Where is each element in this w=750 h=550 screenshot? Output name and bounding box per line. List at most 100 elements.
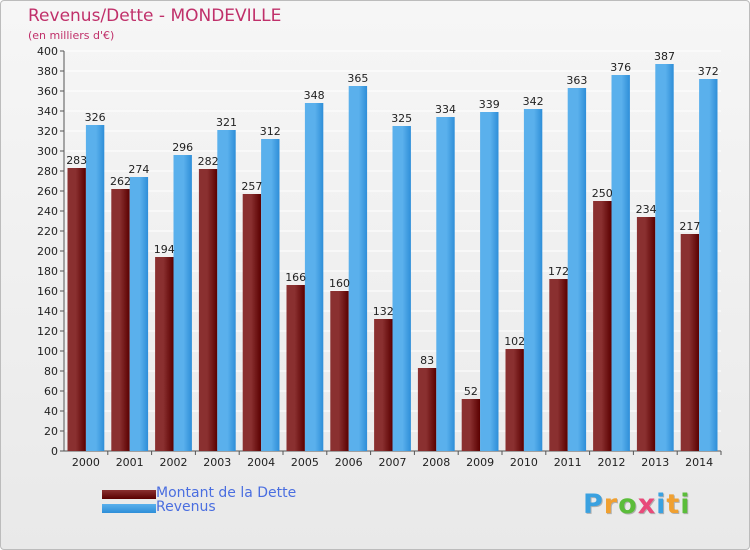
proxiti-logo: Proxiti [583,489,691,520]
bar-revenus [524,109,542,451]
data-label: 194 [154,243,175,256]
data-label: 234 [636,203,657,216]
y-tick-label: 100 [37,345,58,358]
y-tick-label: 0 [51,445,58,458]
y-tick-label: 300 [37,145,58,158]
bar-revenus [261,139,279,451]
bar-dette [462,399,480,451]
bar-dette [68,168,86,451]
bar-dette [549,279,567,451]
bar-dette [111,189,129,451]
logo-letter: t [666,489,680,520]
logo-letter: P [583,489,604,520]
data-label: 132 [373,305,394,318]
data-label: 339 [479,98,500,111]
logo-letter: x [638,489,656,520]
bar-revenus [612,75,630,451]
data-label: 262 [110,175,131,188]
x-tick-label: 2002 [160,456,188,469]
data-label: 282 [198,155,219,168]
y-tick-label: 120 [37,325,58,338]
bar-revenus [393,126,411,451]
logo-letter: o [618,489,638,520]
y-tick-label: 380 [37,65,58,78]
data-label: 321 [216,116,237,129]
data-label: 312 [260,125,281,138]
bar-dette [593,201,611,451]
data-label: 326 [85,111,106,124]
x-tick-label: 2001 [116,456,144,469]
x-tick-label: 2014 [685,456,713,469]
data-label: 102 [504,335,525,348]
x-tick-label: 2004 [247,456,275,469]
legend-swatch-dette [102,490,156,499]
logo-letter: i [656,489,666,520]
y-tick-label: 40 [44,405,58,418]
data-label: 166 [285,271,306,284]
data-label: 250 [592,187,613,200]
bar-revenus [174,155,192,451]
x-tick-label: 2007 [379,456,407,469]
y-tick-label: 20 [44,425,58,438]
bar-revenus [436,117,454,451]
x-tick-label: 2003 [203,456,231,469]
x-tick-label: 2006 [335,456,363,469]
bar-revenus [699,79,717,451]
data-label: 83 [420,354,434,367]
data-label: 372 [698,65,719,78]
bar-revenus [480,112,498,451]
y-tick-label: 200 [37,245,58,258]
data-label: 296 [172,141,193,154]
bar-dette [287,285,305,451]
y-tick-label: 260 [37,185,58,198]
data-label: 376 [610,61,631,74]
x-tick-label: 2005 [291,456,319,469]
x-tick-label: 2009 [466,456,494,469]
bar-dette [330,291,348,451]
x-tick-label: 2012 [598,456,626,469]
y-tick-label: 180 [37,265,58,278]
bar-revenus [86,125,104,451]
y-tick-label: 240 [37,205,58,218]
legend-label-revenus: Revenus [156,499,216,515]
data-label: 348 [304,89,325,102]
data-label: 387 [654,50,675,63]
bar-dette [681,234,699,451]
y-tick-label: 320 [37,125,58,138]
data-label: 257 [241,180,262,193]
x-tick-label: 2008 [422,456,450,469]
y-tick-label: 340 [37,105,58,118]
data-label: 217 [679,220,700,233]
data-label: 325 [391,112,412,125]
bar-dette [199,169,217,451]
y-tick-label: 140 [37,305,58,318]
x-tick-label: 2011 [554,456,582,469]
y-tick-label: 280 [37,165,58,178]
bar-revenus [655,64,673,451]
logo-letter: i [680,489,690,520]
bar-revenus [130,177,148,451]
bar-dette [637,217,655,451]
bar-dette [374,319,392,451]
bar-revenus [217,130,235,451]
bar-dette [155,257,173,451]
y-tick-label: 160 [37,285,58,298]
data-label: 365 [347,72,368,85]
data-label: 334 [435,103,456,116]
data-label: 160 [329,277,350,290]
bar-dette [418,368,436,451]
data-label: 363 [566,74,587,87]
bar-dette [506,349,524,451]
data-label: 283 [66,154,87,167]
x-tick-label: 2000 [72,456,100,469]
y-tick-label: 360 [37,85,58,98]
y-tick-label: 80 [44,365,58,378]
data-label: 52 [464,385,478,398]
bar-dette [243,194,261,451]
bar-revenus [349,86,367,451]
y-tick-label: 220 [37,225,58,238]
data-label: 274 [128,163,149,176]
x-tick-label: 2010 [510,456,538,469]
